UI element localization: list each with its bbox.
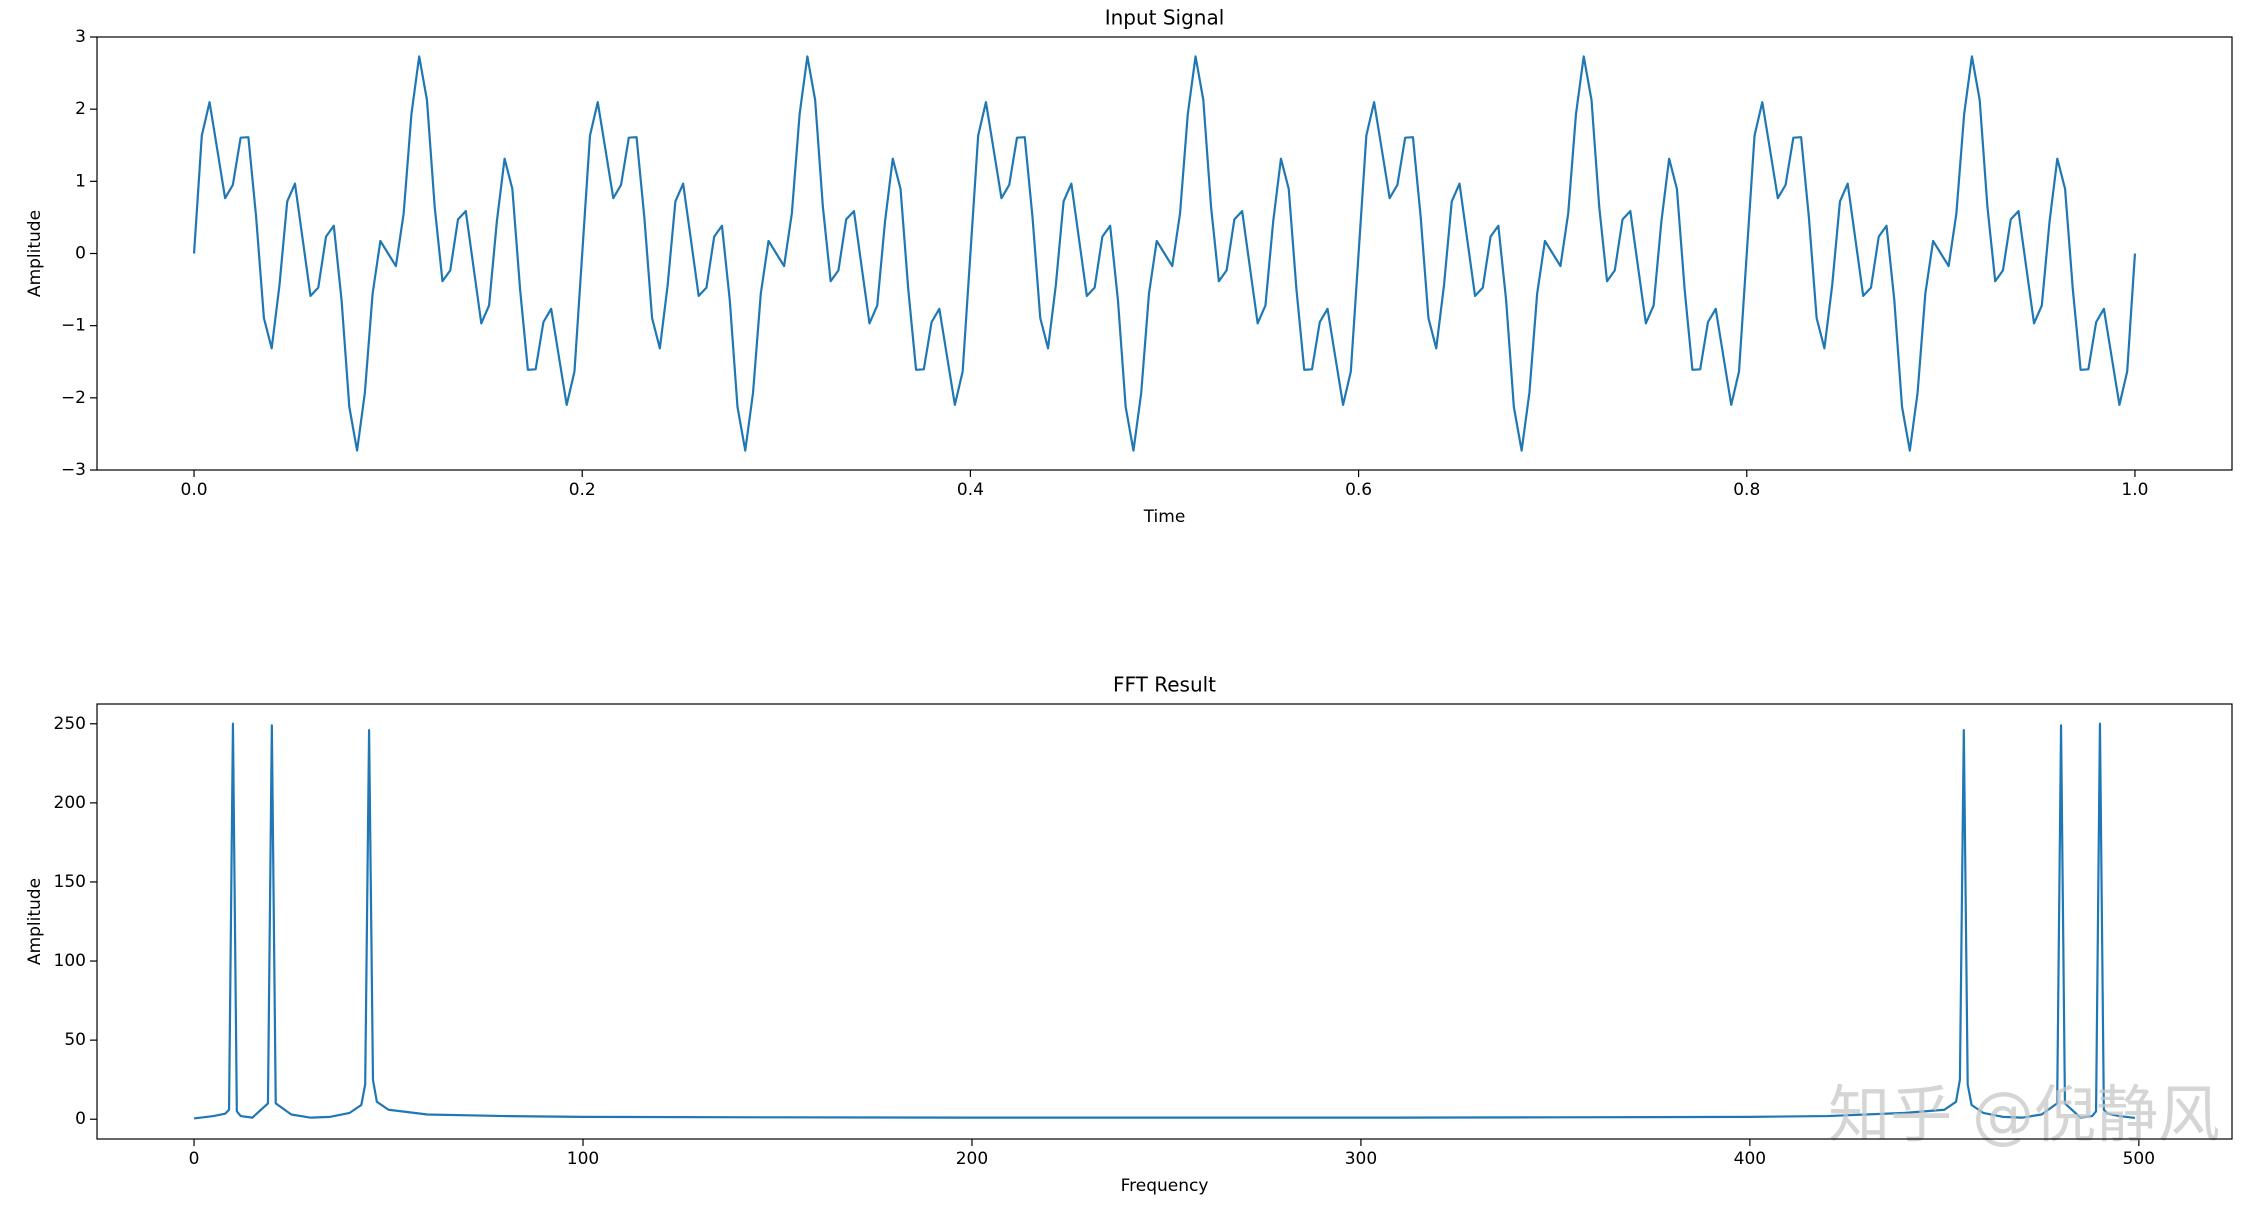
y-tick-label: 0 [75, 244, 86, 264]
x-tick-label: 100 [567, 1149, 599, 1169]
y-tick-label: 200 [54, 793, 86, 813]
plot-area [193, 722, 2136, 1120]
chart-title: FFT Result [1113, 673, 1216, 697]
chart-title: Input Signal [1105, 6, 1225, 30]
x-axis-label: Frequency [1121, 1176, 1209, 1196]
y-axis-label: Amplitude [25, 878, 45, 965]
x-tick-label: 300 [1345, 1149, 1377, 1169]
x-axis-label: Time [1143, 507, 1186, 527]
x-tick-label: 0 [189, 1149, 200, 1169]
y-tick-label: −3 [61, 460, 86, 480]
x-tick-label: 0.4 [957, 480, 984, 500]
watermark: 知乎 @倪静风 [1828, 1078, 2220, 1151]
y-tick-label: 250 [54, 714, 86, 734]
signal-line [193, 722, 2136, 1120]
y-tick-label: −1 [61, 316, 86, 336]
x-tick-label: 200 [956, 1149, 988, 1169]
y-tick-label: 2 [75, 99, 86, 119]
axes-frame [96, 703, 2233, 1140]
axes-frame [96, 36, 2233, 471]
y-tick-label: 100 [54, 951, 86, 971]
x-tick-label: 0.6 [1345, 480, 1372, 500]
signal-line [192, 55, 2137, 452]
y-tick-label: 50 [64, 1030, 86, 1050]
y-tick-label: 1 [75, 171, 86, 191]
x-tick-label: 1.0 [2121, 480, 2148, 500]
y-tick-label: −2 [61, 388, 86, 408]
x-tick-label: 0.2 [569, 480, 596, 500]
y-axis-label: Amplitude [25, 210, 45, 297]
x-tick-label: 0.8 [1733, 480, 1760, 500]
y-tick-label: 3 [75, 27, 86, 47]
x-tick-label: 400 [1734, 1149, 1766, 1169]
y-tick-label: 150 [54, 872, 86, 892]
plot-area [192, 55, 2137, 452]
x-tick-label: 0.0 [181, 480, 208, 500]
y-tick-label: 0 [75, 1109, 86, 1129]
x-tick-label: 500 [2123, 1149, 2155, 1169]
